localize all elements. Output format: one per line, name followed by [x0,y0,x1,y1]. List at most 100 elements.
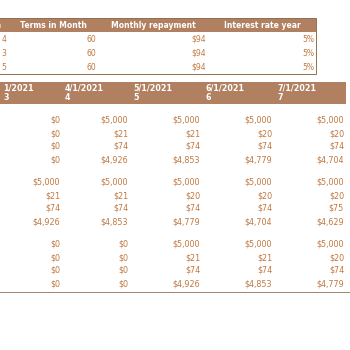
Bar [62,153,130,166]
Text: $5,000: $5,000 [33,178,60,187]
Text: $21: $21 [185,129,200,138]
Text: 4: 4 [65,93,70,102]
Text: $4,853: $4,853 [245,279,272,288]
Text: $0: $0 [50,253,60,262]
Text: $74: $74 [257,142,272,151]
Bar [62,82,130,104]
Text: $21: $21 [45,191,60,200]
Bar [0,153,62,166]
Bar [274,264,346,277]
Bar [274,127,346,140]
Bar [274,277,346,290]
Text: $4,779: $4,779 [316,279,344,288]
Bar [0,46,8,60]
Text: $21: $21 [113,129,128,138]
Bar [8,32,98,46]
Text: 60: 60 [86,63,96,71]
Text: $5,000: $5,000 [173,178,200,187]
Bar [274,215,346,228]
Bar [274,114,346,127]
Text: $21: $21 [113,191,128,200]
Bar [208,32,316,46]
Bar [98,60,208,74]
Text: $20: $20 [257,191,272,200]
Bar [202,82,274,104]
Bar [0,202,62,215]
Text: $4,779: $4,779 [172,217,200,226]
Bar [0,82,62,104]
Text: 5%: 5% [302,49,314,57]
Text: 5%: 5% [302,35,314,43]
Text: $74: $74 [45,204,60,213]
Text: $0: $0 [50,155,60,164]
Text: th: th [0,21,1,29]
Text: $5,000: $5,000 [173,240,200,249]
Text: $0: $0 [118,279,128,288]
Bar [130,140,202,153]
Text: Monthly repayment: Monthly repayment [111,21,195,29]
Text: $4,926: $4,926 [100,155,128,164]
Text: $4,926: $4,926 [172,279,200,288]
Bar [202,189,274,202]
Text: $74: $74 [329,142,344,151]
Bar [274,82,346,104]
Text: 3: 3 [3,93,8,102]
Bar [8,18,98,32]
Text: $5,000: $5,000 [245,178,272,187]
Bar [130,114,202,127]
Bar [274,176,346,189]
Text: $20: $20 [257,129,272,138]
Bar [202,202,274,215]
Bar [274,140,346,153]
Bar [0,215,62,228]
Text: $20: $20 [185,191,200,200]
Text: $20: $20 [329,191,344,200]
Text: $20: $20 [329,129,344,138]
Bar [202,140,274,153]
Bar [62,127,130,140]
Text: $74: $74 [329,266,344,275]
Text: 60: 60 [86,35,96,43]
Text: $0: $0 [118,266,128,275]
Bar [274,202,346,215]
Bar [0,189,62,202]
Text: 5/1/2021: 5/1/2021 [133,84,172,93]
Bar [98,18,208,32]
Bar [62,215,130,228]
Bar [274,251,346,264]
Bar [0,32,8,46]
Text: $0: $0 [50,129,60,138]
Text: 3: 3 [1,49,6,57]
Text: $4,704: $4,704 [316,155,344,164]
Bar [62,251,130,264]
Text: $5,000: $5,000 [173,116,200,125]
Text: 7/1/2021: 7/1/2021 [277,84,316,93]
Text: $0: $0 [50,266,60,275]
Bar [202,264,274,277]
Bar [130,264,202,277]
Bar [130,82,202,104]
Text: $5,000: $5,000 [316,116,344,125]
Text: $5,000: $5,000 [245,116,272,125]
Text: $74: $74 [185,266,200,275]
Bar [202,114,274,127]
Text: 4/1/2021: 4/1/2021 [65,84,104,93]
Bar [62,277,130,290]
Bar [208,18,316,32]
Bar [202,153,274,166]
Bar [130,127,202,140]
Bar [130,176,202,189]
Bar [0,18,8,32]
Bar [130,153,202,166]
Text: $20: $20 [329,253,344,262]
Text: $5,000: $5,000 [100,116,128,125]
Bar [62,114,130,127]
Text: $0: $0 [118,240,128,249]
Text: 5: 5 [1,63,6,71]
Bar [130,215,202,228]
Text: $21: $21 [257,253,272,262]
Bar [0,176,62,189]
Text: $0: $0 [50,116,60,125]
Bar [202,215,274,228]
Text: 5: 5 [133,93,139,102]
